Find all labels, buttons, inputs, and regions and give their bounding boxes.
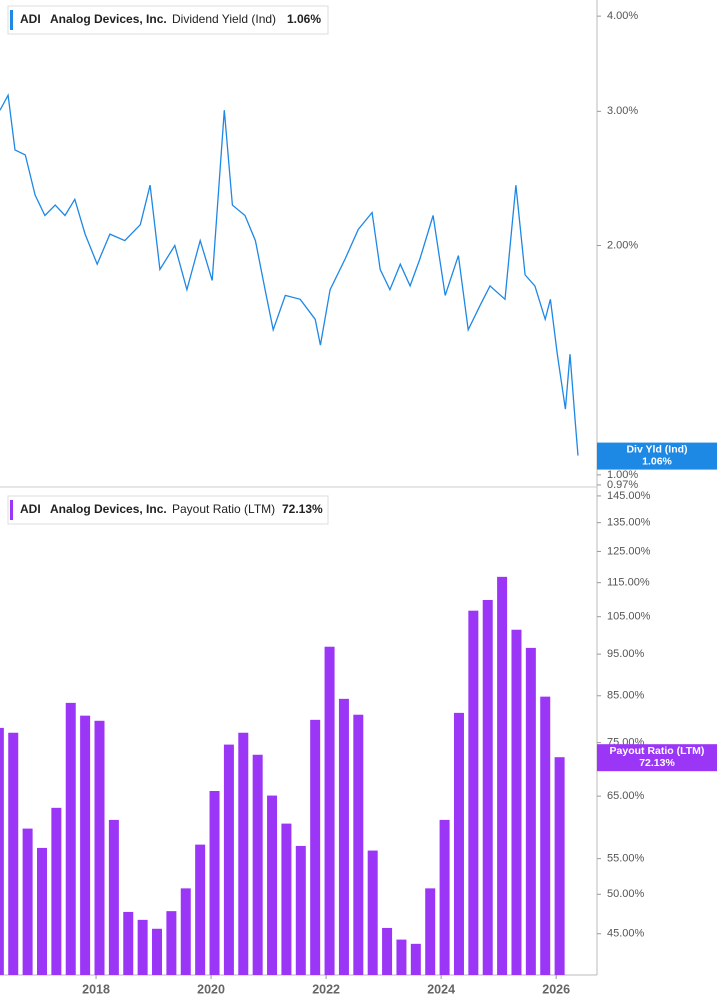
- bar: [511, 629, 522, 975]
- bar: [51, 807, 62, 975]
- bar: [410, 943, 421, 975]
- marker-value: 1.06%: [642, 455, 672, 467]
- y-tick-label: 95.00%: [607, 648, 645, 660]
- bar: [223, 744, 234, 975]
- bar: [80, 715, 91, 975]
- x-tick-label: 2024: [427, 982, 455, 996]
- bar: [439, 819, 450, 975]
- y-tick-label: 105.00%: [607, 611, 651, 623]
- yield-line: [0, 93, 579, 456]
- legend-ticker: ADI: [20, 502, 41, 516]
- y-tick-label: 4.00%: [607, 10, 638, 22]
- bar: [468, 610, 479, 975]
- bar: [166, 911, 177, 975]
- x-tick-label: 2018: [82, 982, 110, 996]
- bar: [554, 757, 565, 975]
- legend-swatch: [10, 500, 13, 520]
- bar: [22, 828, 33, 975]
- legend-swatch: [10, 10, 13, 30]
- bar: [295, 845, 306, 975]
- y-tick-label: 135.00%: [607, 517, 651, 529]
- bar: [252, 754, 263, 975]
- bar: [209, 790, 220, 975]
- last-value-marker: [597, 744, 717, 772]
- marker-name: Div Yld (Ind): [626, 443, 687, 455]
- bar: [267, 795, 278, 975]
- legend-series: Dividend Yield (Ind): [172, 12, 276, 26]
- y-tick-label: 145.00%: [607, 490, 651, 502]
- legend-value: 1.06%: [287, 12, 321, 26]
- bar: [453, 712, 464, 975]
- bar: [324, 646, 335, 975]
- bar: [152, 928, 163, 975]
- bar: [540, 696, 551, 975]
- bar: [137, 919, 148, 975]
- x-tick-label: 2022: [312, 982, 340, 996]
- bar: [65, 702, 76, 975]
- x-tick-label: 2020: [197, 982, 225, 996]
- y-tick-label: 2.00%: [607, 239, 638, 251]
- bar: [180, 888, 191, 975]
- legend-box: [7, 5, 329, 35]
- bar: [367, 850, 378, 975]
- y-tick-label: 45.00%: [607, 928, 645, 940]
- bar: [425, 888, 436, 975]
- legend-ticker: ADI: [20, 12, 41, 26]
- y-tick-label: 115.00%: [607, 577, 650, 589]
- marker-name: Payout Ratio (LTM): [610, 745, 705, 757]
- legend-company: Analog Devices, Inc.: [50, 502, 167, 516]
- bar: [238, 732, 249, 975]
- x-tick-label: 2026: [542, 982, 570, 996]
- legend-value: 72.13%: [282, 502, 323, 516]
- y-tick-label: 65.00%: [607, 790, 645, 802]
- bar: [36, 847, 47, 975]
- legend-box: [7, 495, 329, 525]
- bar: [310, 719, 321, 975]
- bar: [382, 927, 393, 975]
- bar: [353, 714, 364, 975]
- bar: [497, 576, 508, 975]
- y-tick-label: 1.00%: [607, 469, 638, 481]
- last-value-marker: [597, 442, 717, 470]
- y-tick-label: 3.00%: [607, 105, 638, 117]
- y-tick-label: 55.00%: [607, 853, 645, 865]
- bar: [281, 823, 292, 975]
- bar: [8, 732, 19, 975]
- bar: [108, 819, 119, 975]
- bar: [482, 599, 493, 975]
- y-tick-label: 85.00%: [607, 690, 645, 702]
- bar: [195, 844, 206, 975]
- marker-value: 72.13%: [639, 757, 675, 769]
- bar: [525, 647, 536, 975]
- bar: [123, 911, 134, 975]
- legend-series: Payout Ratio (LTM): [172, 502, 275, 516]
- y-tick-label: 0.97%: [607, 479, 638, 491]
- legend-company: Analog Devices, Inc.: [50, 12, 167, 26]
- bar: [338, 698, 349, 975]
- y-tick-label: 125.00%: [607, 545, 651, 557]
- bar: [0, 727, 4, 975]
- y-tick-label: 50.00%: [607, 888, 645, 900]
- bar: [94, 720, 105, 975]
- bar: [396, 939, 407, 975]
